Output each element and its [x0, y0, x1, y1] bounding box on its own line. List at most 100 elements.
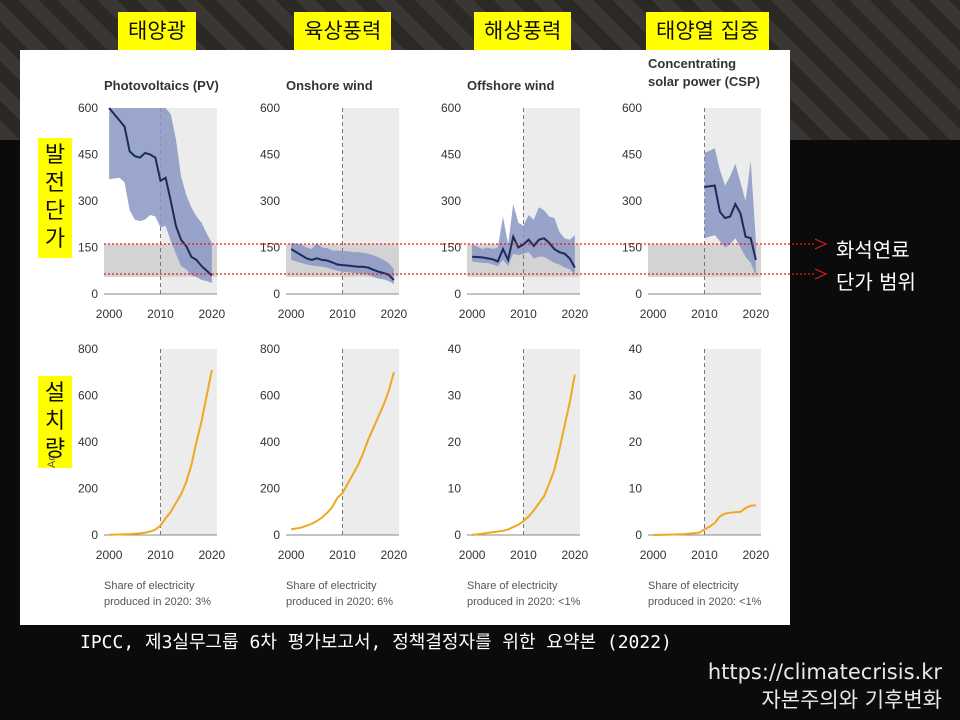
chart-title: Offshore wind — [467, 78, 554, 93]
y-tick-label: 0 — [635, 528, 642, 542]
chart-title: Concentrating — [648, 56, 736, 71]
x-tick-label: 2020 — [381, 307, 408, 321]
share-note-line2: produced in 2020: 6% — [286, 596, 393, 608]
x-tick-label: 2020 — [743, 307, 770, 321]
capacity-line — [290, 371, 395, 531]
label-installed-capacity: 설 치 량 — [38, 376, 72, 468]
plot-shade — [160, 349, 217, 535]
x-tick-label: 2000 — [278, 548, 305, 562]
site-url[interactable]: https://climatecrisis.kr — [707, 660, 942, 684]
y-tick-label: 0 — [273, 528, 280, 542]
capacity-line — [472, 374, 576, 536]
y-tick-label: 0 — [454, 528, 461, 542]
y-tick-label: 10 — [448, 482, 462, 496]
cost-line — [472, 233, 576, 269]
label-offshore-wind: 해상풍력 — [474, 12, 572, 50]
fossil-range-pointer-arrow — [814, 238, 828, 250]
y-tick-label: 600 — [260, 101, 280, 115]
y-tick-label: 200 — [260, 482, 280, 496]
source-citation: IPCC, 제3실무그룹 6차 평가보고서, 정책결정자를 위한 요약본 (20… — [80, 632, 672, 653]
share-note-line1: Share of electricity — [286, 580, 377, 592]
plot-shade — [704, 349, 761, 535]
y-tick-label: 200 — [78, 482, 98, 496]
cost-line — [108, 107, 213, 277]
x-tick-label: 2000 — [96, 307, 123, 321]
chart-title: Onshore wind — [286, 78, 373, 93]
y-tick-label: 450 — [78, 148, 98, 162]
cost-line — [704, 184, 757, 261]
y-tick-label: 150 — [260, 241, 280, 255]
x-tick-label: 2000 — [96, 548, 123, 562]
x-tick-label: 2010 — [147, 307, 174, 321]
share-note-line2: produced in 2020: <1% — [648, 596, 762, 608]
fossil-fuel-cost-range-label: 화석연료 단가 범위 — [836, 238, 916, 294]
y-tick-label: 800 — [260, 342, 280, 356]
x-tick-label: 2020 — [743, 548, 770, 562]
chart-title: solar power (CSP) — [648, 74, 760, 89]
y-tick-label: 450 — [622, 148, 642, 162]
chart-title: Photovoltaics (PV) — [104, 78, 219, 93]
y-tick-label: 450 — [260, 148, 280, 162]
cost-range-band — [472, 204, 575, 276]
y-tick-label: 300 — [260, 194, 280, 208]
x-tick-label: 2020 — [562, 548, 589, 562]
y-tick-label: 450 — [441, 148, 461, 162]
y-tick-label: 800 — [78, 342, 98, 356]
y-tick-label: 150 — [622, 241, 642, 255]
y-tick-label: 0 — [454, 287, 461, 301]
x-tick-label: 2010 — [329, 548, 356, 562]
plot-shade — [342, 349, 399, 535]
label-csp: 태양열 집중 — [646, 12, 770, 50]
cost-range-band — [109, 108, 212, 284]
capacity-line — [109, 369, 213, 536]
label-generation-cost-char: 전 — [44, 171, 66, 196]
label-installed-capacity-char: 설 — [44, 381, 66, 406]
y-tick-label: 300 — [441, 194, 461, 208]
label-solar-pv: 태양광 — [118, 12, 196, 50]
label-generation-cost: 발 전 단 가 — [38, 138, 72, 258]
y-tick-label: 600 — [260, 389, 280, 403]
share-note-line1: Share of electricity — [648, 580, 739, 592]
y-tick-label: 600 — [78, 389, 98, 403]
partial-axis-label: Ac — [46, 455, 58, 468]
label-generation-cost-char: 가 — [44, 227, 66, 252]
y-tick-label: 600 — [441, 101, 461, 115]
x-tick-label: 2020 — [199, 307, 226, 321]
y-tick-label: 600 — [78, 101, 98, 115]
label-onshore-wind: 육상풍력 — [294, 12, 392, 50]
y-tick-label: 30 — [448, 389, 462, 403]
x-tick-label: 2000 — [640, 548, 667, 562]
y-tick-label: 20 — [629, 435, 643, 449]
y-tick-label: 400 — [260, 435, 280, 449]
y-tick-label: 40 — [629, 342, 643, 356]
x-tick-label: 2010 — [329, 307, 356, 321]
fossil-range-pointer-arrow — [814, 268, 828, 280]
x-tick-label: 2020 — [199, 548, 226, 562]
x-tick-label: 2000 — [278, 307, 305, 321]
share-note-line2: produced in 2020: <1% — [467, 596, 581, 608]
label-generation-cost-char: 발 — [44, 143, 66, 168]
x-tick-label: 2010 — [691, 548, 718, 562]
x-tick-label: 2020 — [562, 307, 589, 321]
share-note-line1: Share of electricity — [104, 580, 195, 592]
x-tick-label: 2000 — [459, 548, 486, 562]
y-tick-label: 300 — [78, 194, 98, 208]
label-installed-capacity-char: 치 — [44, 409, 66, 434]
y-tick-label: 40 — [448, 342, 462, 356]
y-tick-label: 0 — [91, 287, 98, 301]
y-tick-label: 0 — [273, 287, 280, 301]
x-tick-label: 2000 — [640, 307, 667, 321]
y-tick-label: 300 — [622, 194, 642, 208]
x-tick-label: 2010 — [510, 307, 537, 321]
y-tick-label: 600 — [622, 101, 642, 115]
y-tick-label: 30 — [629, 389, 643, 403]
y-tick-label: 0 — [91, 528, 98, 542]
x-tick-label: 2010 — [510, 548, 537, 562]
plot-shade — [523, 349, 580, 535]
label-generation-cost-char: 단 — [44, 199, 66, 224]
cost-range-band — [704, 148, 756, 276]
cost-line — [290, 248, 395, 281]
y-tick-label: 20 — [448, 435, 462, 449]
site-credit: https://climatecrisis.kr 자본주의와 기후변화 — [708, 658, 942, 714]
